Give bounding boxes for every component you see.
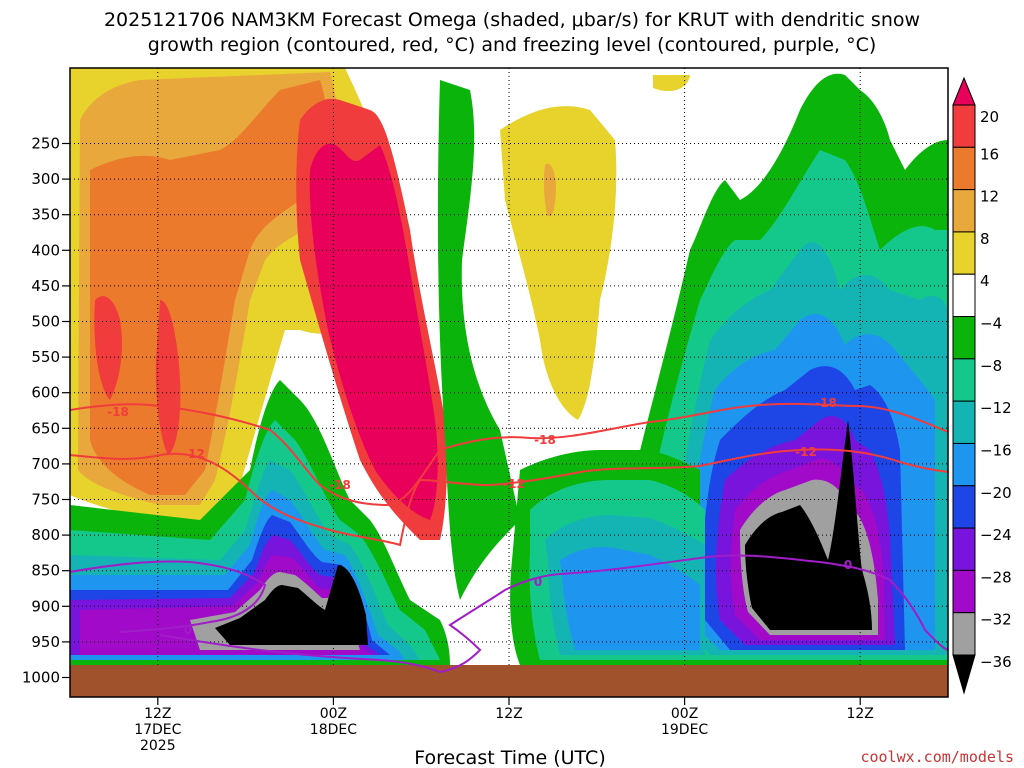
colorbar-band-4 [952,231,976,275]
colorbar-label-6: −8 [980,357,1002,375]
colorbar-band-6 [952,316,976,360]
colorbar-bottom-triangle [952,654,976,695]
colorbar: 20 16 12 8 4 −4 −8 −12 −16 −20 −24 −28 −32 −36 [952,76,1012,695]
y-tick-label-800: 800 [31,526,60,544]
x-axis-title: Forecast Time (UTC) [414,747,605,768]
colorbar-label-1: 16 [980,145,999,163]
x-tick-label-0-2: 2025 [140,738,176,754]
colorbar-band-7 [952,358,976,402]
colorbar-top-triangle [952,76,976,106]
contour-label-minus12-c: -12 [795,445,817,459]
omega-field-upper-middle [437,75,690,600]
colorbar-label-8: −16 [980,441,1012,459]
colorbar-label-11: −28 [980,568,1012,586]
colorbar-band-5 [952,273,976,318]
contour-minus12 [70,448,948,547]
omega-fill-4c [653,75,690,92]
y-tick-label-750: 750 [31,491,60,509]
y-tick-label-450: 450 [31,277,60,295]
contour-label-minus18-d: -18 [815,396,837,410]
x-tick-label-1-0: 00Z [320,706,347,722]
colorbar-label-4: 4 [980,272,990,290]
colorbar-band-1 [952,104,976,148]
y-tick-label-950: 950 [31,633,60,651]
colorbar-band-3 [952,189,976,233]
y-tick-label-650: 650 [31,419,60,437]
contour-label-zero-a: 0 [184,623,192,637]
x-tick-label-4-0: 12Z [846,706,873,722]
omega-fill-minus36-right [745,420,872,630]
colorbar-label-7: −12 [980,399,1012,417]
y-tick-label-500: 500 [31,313,60,331]
colorbar-label-13: −36 [980,653,1012,671]
omega-field-magenta-core [296,98,448,541]
y-tick-label-1000: 1000 [22,669,60,687]
omega-fill-4b [500,106,617,420]
contour-freezing [70,554,948,674]
contour-label-minus18-a: -18 [107,405,129,419]
dgz-contours [70,402,948,674]
colorbar-band-8 [952,400,976,444]
contour-label-minus18-c: -18 [534,433,556,447]
y-tick-label-350: 350 [31,206,60,224]
omega-fill-20 [309,143,438,520]
contour-label-minus12-b: -12 [503,477,525,491]
chart-title-line2: growth region (contoured, red, °C) and f… [148,34,877,56]
colorbar-band-2 [952,146,976,191]
watermark: coolwx.com/models [860,748,1014,766]
omega-field-right [623,73,948,666]
colorbar-label-5: −4 [980,315,1002,333]
x-tick-label-3-0: 00Z [671,706,698,722]
y-tick-label-900: 900 [31,597,60,615]
x-tick-label-1-1: 18DEC [310,722,357,738]
colorbar-band-11 [952,527,976,571]
contour-label-minus12-a: -12 [183,447,205,461]
colorbar-label-9: −20 [980,484,1012,502]
y-tick-label-400: 400 [31,241,60,259]
chart-title-line1: 2025121706 NAM3KM Forecast Omega (shaded… [104,9,920,31]
y-tick-label-700: 700 [31,455,60,473]
y-tick-label-600: 600 [31,384,60,402]
omega-fill-16 [94,296,122,400]
x-tick-label-0-0: 12Z [144,706,171,722]
colorbar-label-10: −24 [980,526,1012,544]
surface-ground [70,665,948,697]
y-tick-label-550: 550 [31,348,60,366]
colorbar-label-12: −32 [980,611,1012,629]
y-axis: 250 300 350 400 450 500 550 600 650 700 750 800 850 9… [22,135,70,687]
colorbar-band-10 [952,485,976,529]
colorbar-band-9 [952,442,976,487]
y-tick-label-300: 300 [31,170,60,188]
omega-fill-minus36-left [215,565,368,645]
x-tick-label-0-1: 17DEC [134,722,181,738]
x-tick-label-2-0: 12Z [495,706,522,722]
colorbar-band-12 [952,569,976,614]
contour-label-zero-b: 0 [534,575,542,589]
plot-area: -18 -18 -18 -18 -12 -12 -12 0 0 0 [70,68,948,697]
omega-fill-16b [155,300,181,455]
x-tick-label-3-1: 19DEC [661,722,708,738]
colorbar-label-0: 20 [980,108,999,126]
omega-fill-minus4 [437,80,520,600]
colorbar-label-2: 12 [980,188,999,206]
omega-fill-12 [90,80,328,495]
contour-minus18 [70,402,948,507]
contour-label-zero-c: 0 [844,558,852,572]
omega-fill-8b [543,163,556,217]
y-tick-label-250: 250 [31,135,60,153]
contour-labels: -18 -18 -18 -18 -12 -12 -12 0 0 0 [107,396,852,637]
colorbar-band-13 [952,612,976,656]
omega-fill-minus16-mid [560,547,700,650]
omega-field-lower-middle [510,450,705,665]
colorbar-label-3: 8 [980,230,990,248]
contour-label-minus18-b: -18 [329,478,351,492]
y-tick-label-850: 850 [31,562,60,580]
